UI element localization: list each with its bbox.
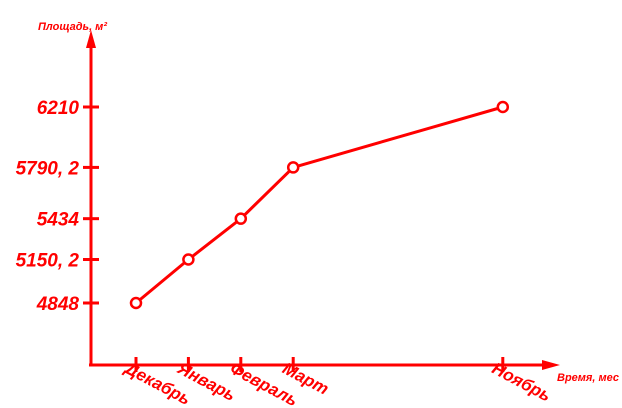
- series-line: [135, 105, 504, 305]
- series-group: [129, 100, 510, 310]
- data-point: [286, 161, 300, 174]
- data-point: [129, 296, 143, 310]
- y-axis-title: Площадь, м²: [38, 21, 107, 33]
- data-point: [234, 212, 248, 225]
- data-point: [182, 253, 195, 266]
- x-axis-title: Время, мес: [557, 372, 619, 384]
- y-tick-label: 4848: [36, 294, 80, 315]
- x-axis-arrow: [542, 360, 560, 370]
- y-tick-label: 5150, 2: [16, 251, 80, 272]
- y-ticks: 4848 5150, 2 5434 5790, 2 6210: [16, 98, 99, 315]
- data-point: [496, 100, 510, 114]
- y-tick-label: 6210: [37, 98, 80, 119]
- y-tick-label: 5434: [37, 210, 80, 231]
- y-tick-label: 5790, 2: [16, 158, 80, 179]
- y-axis-arrow: [86, 30, 96, 48]
